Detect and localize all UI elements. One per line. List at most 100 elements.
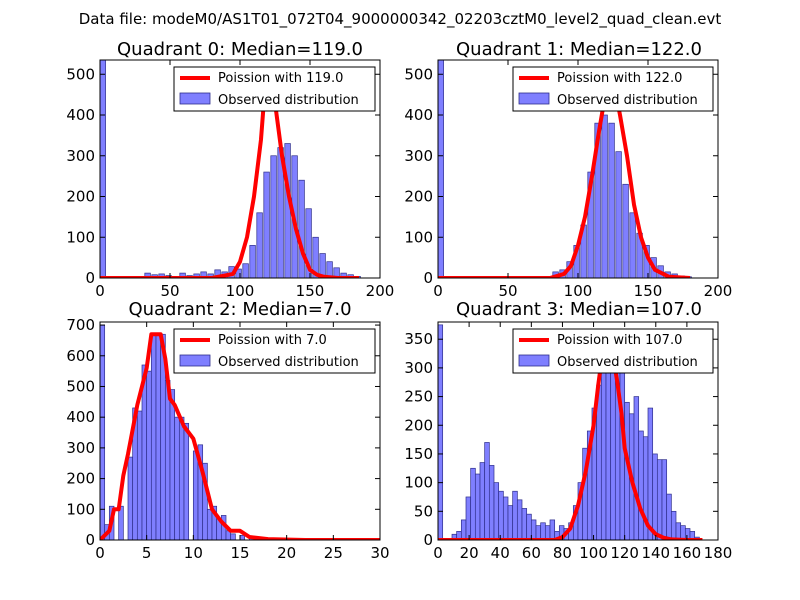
x-tick-label: 0 — [95, 282, 105, 300]
x-tick-label: 15 — [230, 544, 249, 562]
histogram-bar — [340, 272, 347, 278]
legend-label-fit: Poission with 119.0 — [218, 71, 343, 86]
legend-label-observed: Observed distribution — [218, 93, 359, 108]
histogram-bar — [100, 324, 106, 540]
histogram-bar — [136, 410, 143, 540]
histogram-bar — [183, 422, 190, 540]
x-tick-label: 100 — [579, 544, 608, 562]
y-tick-label: 0 — [85, 531, 95, 549]
panel-title: Quadrant 3: Median=107.0 — [456, 299, 702, 320]
x-tick-label: 20 — [277, 544, 296, 562]
histogram-bar — [192, 450, 199, 540]
legend-bar-swatch — [179, 354, 211, 367]
histogram-bar — [118, 505, 124, 540]
y-tick-label: 300 — [404, 359, 433, 377]
histogram-bar — [675, 522, 682, 540]
axis-ticks: 0 50 100 150 200 0 100 200 300 400 500 — [66, 60, 394, 300]
histogram-bar — [206, 508, 213, 540]
legend-label-fit: Poission with 7.0 — [218, 333, 327, 348]
legend-bar-swatch — [518, 92, 550, 105]
histogram-bar — [479, 462, 486, 540]
y-tick-label: 200 — [404, 416, 433, 434]
histogram-bar — [256, 212, 263, 278]
histogram-bar — [638, 430, 644, 540]
histogram-bar — [242, 263, 249, 278]
y-tick-label: 400 — [404, 106, 433, 124]
x-tick-label: 5 — [142, 544, 152, 562]
x-tick-label: 150 — [634, 282, 663, 300]
histogram-bar — [608, 122, 615, 278]
histogram-bar — [202, 462, 208, 540]
histogram-bar — [298, 179, 305, 278]
histogram-bar — [549, 519, 556, 540]
histogram-bar — [622, 183, 629, 278]
x-tick-label: 180 — [704, 544, 733, 562]
histogram-bar — [484, 442, 490, 540]
x-tick-label: 150 — [296, 282, 325, 300]
histogram-bar — [601, 114, 608, 278]
x-tick-label: 160 — [673, 544, 702, 562]
histogram-bar — [670, 510, 677, 540]
y-tick-label: 300 — [66, 147, 95, 165]
legend-bar-swatch — [518, 354, 550, 367]
histogram-bar — [587, 171, 594, 278]
histogram-bar — [465, 496, 472, 540]
legend-bar-swatch — [179, 92, 211, 105]
plot-area — [438, 60, 692, 278]
legend: Poission with 7.0 Observed distribution — [173, 328, 376, 374]
y-tick-label: 500 — [66, 377, 95, 395]
y-tick-label: 200 — [404, 188, 433, 206]
x-tick-label: 60 — [522, 544, 541, 562]
histogram-bar — [661, 459, 668, 540]
histogram-bar — [179, 272, 186, 278]
x-tick-label: 200 — [366, 282, 395, 300]
x-tick-label: 40 — [491, 544, 510, 562]
legend-label-fit: Poission with 122.0 — [557, 71, 682, 86]
histogram-bar — [438, 324, 444, 540]
y-tick-label: 100 — [66, 500, 95, 518]
y-tick-label: 100 — [66, 228, 95, 246]
histogram-bar — [507, 505, 514, 540]
panel-title: Quadrant 2: Median=7.0 — [128, 299, 351, 320]
plot-area — [100, 324, 380, 540]
histogram-bar — [470, 467, 476, 540]
axis-ticks: 0 20 40 60 80 100 120 140 160 1800501001502002503… — [404, 322, 732, 562]
histogram-bar — [540, 522, 546, 540]
x-tick-label: 80 — [553, 544, 572, 562]
histogram-bar — [652, 453, 658, 540]
x-tick-label: 0 — [433, 282, 443, 300]
legend-label-observed: Observed distribution — [557, 355, 698, 370]
y-tick-label: 0 — [423, 531, 433, 549]
y-tick-label: 350 — [404, 330, 433, 348]
histogram-bar — [488, 465, 495, 540]
panel-title: Quadrant 1: Median=122.0 — [456, 39, 702, 60]
panel-quadrant-1: Quadrant 1: Median=122.0 0 50 100 150 200 0 10… — [404, 39, 732, 300]
y-tick-label: 500 — [66, 65, 95, 83]
x-tick-label: 100 — [564, 282, 593, 300]
panel-quadrant-2: Quadrant 2: Median=7.0 0 5 10 15 20 25 3001002… — [66, 299, 389, 562]
y-tick-label: 300 — [404, 147, 433, 165]
x-tick-label: 200 — [704, 282, 733, 300]
x-tick-label: 0 — [95, 544, 105, 562]
histogram-bar — [493, 482, 500, 540]
histogram-bar — [512, 490, 518, 540]
x-tick-label: 20 — [460, 544, 479, 562]
histogram-bar — [169, 389, 176, 540]
histogram-bar — [144, 272, 151, 278]
legend-label-observed: Observed distribution — [218, 355, 359, 370]
x-tick-label: 50 — [160, 282, 179, 300]
poisson-fit-line — [100, 332, 380, 540]
histogram-bar — [249, 245, 256, 278]
y-tick-label: 600 — [66, 347, 95, 365]
y-tick-label: 250 — [404, 388, 433, 406]
y-tick-label: 400 — [66, 106, 95, 124]
y-tick-label: 200 — [66, 470, 95, 488]
y-tick-label: 0 — [423, 269, 433, 287]
histogram-bar — [647, 407, 654, 540]
x-tick-label: 30 — [370, 544, 389, 562]
y-tick-label: 200 — [66, 188, 95, 206]
y-tick-label: 100 — [404, 474, 433, 492]
x-tick-label: 0 — [433, 544, 443, 562]
histogram-bar — [150, 333, 157, 540]
